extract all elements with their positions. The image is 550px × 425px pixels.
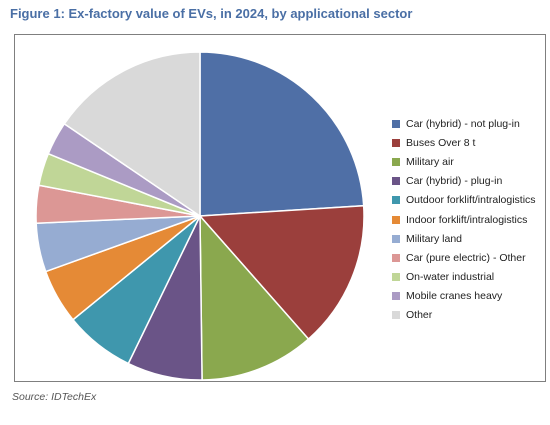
legend-swatch [392, 157, 400, 166]
legend-swatch [392, 138, 400, 147]
legend-label: Indoor forklift/intralogistics [406, 213, 528, 226]
pie-slice-0 [199, 51, 365, 217]
legend-item: Outdoor forklift/intralogistics [392, 191, 536, 210]
legend-swatch [392, 196, 400, 205]
legend-swatch [392, 119, 400, 128]
legend-swatch [392, 215, 400, 224]
pie-slice-1 [198, 204, 365, 341]
legend-swatch [392, 177, 400, 186]
legend-label: Buses Over 8 t [406, 136, 476, 149]
legend-item: Mobile cranes heavy [392, 287, 536, 306]
legend-swatch [392, 292, 400, 301]
legend-item: Car (hybrid) - not plug-in [392, 114, 536, 133]
pie-slice-10 [63, 51, 201, 218]
figure-title: Figure 1: Ex-factory value of EVs, in 20… [10, 6, 413, 21]
legend-item: On-water industrial [392, 268, 536, 287]
legend-label: Military land [406, 232, 463, 245]
pie-chart [35, 51, 365, 381]
legend-item: Indoor forklift/intralogistics [392, 210, 536, 229]
legend-swatch [392, 311, 400, 320]
legend-item: Military air [392, 152, 536, 171]
legend-swatch [392, 234, 400, 243]
legend-label: Car (pure electric) - Other [406, 251, 526, 264]
chart-legend: Car (hybrid) - not plug-in Buses Over 8 t… [392, 114, 536, 325]
legend-item: Car (pure electric) - Other [392, 248, 536, 267]
legend-label: Car (hybrid) - not plug-in [406, 117, 520, 130]
pie-slice-2 [199, 213, 310, 381]
legend-label: Other [406, 309, 433, 322]
legend-label: Outdoor forklift/intralogistics [406, 194, 536, 207]
legend-swatch [392, 253, 400, 262]
legend-item: Military land [392, 229, 536, 248]
legend-swatch [392, 273, 400, 282]
legend-label: Mobile cranes heavy [406, 290, 503, 303]
legend-item: Other [392, 306, 536, 325]
source-note: Source: IDTechEx [12, 391, 97, 403]
legend-label: On-water industrial [406, 271, 495, 284]
legend-item: Buses Over 8 t [392, 133, 536, 152]
legend-label: Military air [406, 155, 454, 168]
chart-area: Car (hybrid) - not plug-in Buses Over 8 t… [14, 34, 546, 382]
legend-item: Car (hybrid) - plug-in [392, 172, 536, 191]
legend-label: Car (hybrid) - plug-in [406, 175, 503, 188]
